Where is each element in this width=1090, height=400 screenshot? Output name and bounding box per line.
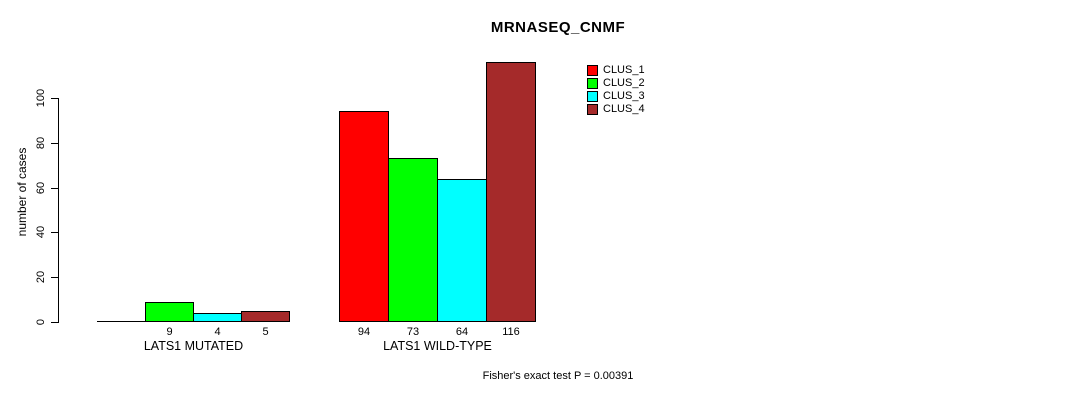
- bar-clus_2: [145, 302, 194, 322]
- y-axis-tick-label: 20: [35, 270, 47, 284]
- bar-clus_4: [241, 311, 290, 322]
- chart-title: MRNASEQ_CNMF: [490, 19, 626, 36]
- bar-value-label: 64: [455, 326, 469, 338]
- legend-label: CLUS_3: [603, 90, 645, 102]
- bar-value-label: 73: [406, 326, 420, 338]
- y-axis-tick: [51, 188, 59, 189]
- legend-label: CLUS_4: [603, 103, 645, 115]
- x-axis-group-label: LATS1 MUTATED: [143, 339, 244, 353]
- legend-item-clus_1: CLUS_1: [587, 64, 645, 77]
- bar-value-label: 94: [357, 326, 371, 338]
- bar-value-label: 4: [214, 326, 221, 338]
- y-axis-line: [58, 98, 59, 323]
- bar-clus_1: [339, 111, 389, 322]
- legend-label: CLUS_2: [603, 77, 645, 89]
- legend-swatch-icon: [587, 78, 598, 89]
- y-axis-tick-label: 0: [35, 318, 47, 326]
- y-axis-tick-label: 100: [35, 88, 47, 108]
- legend-swatch-icon: [587, 104, 598, 115]
- legend-item-clus_3: CLUS_3: [587, 90, 645, 103]
- bar-clus_2: [388, 158, 438, 322]
- bar-value-label: 9: [166, 326, 173, 338]
- bar-clus_3: [437, 179, 487, 322]
- y-axis-title: number of cases: [15, 147, 29, 237]
- fisher-test-annotation: Fisher's exact test P = 0.00391: [482, 370, 634, 382]
- legend-item-clus_2: CLUS_2: [587, 77, 645, 90]
- bar-clus_4: [486, 62, 536, 322]
- y-axis-tick: [51, 277, 59, 278]
- y-axis-tick-label: 40: [35, 225, 47, 239]
- bar-clus_1: [97, 321, 146, 322]
- y-axis-tick: [51, 143, 59, 144]
- y-axis-tick: [51, 322, 59, 323]
- legend-swatch-icon: [587, 91, 598, 102]
- y-axis-tick: [51, 98, 59, 99]
- y-axis-tick-label: 80: [35, 136, 47, 150]
- bar-clus_3: [193, 313, 242, 322]
- legend-swatch-icon: [587, 65, 598, 76]
- legend-label: CLUS_1: [603, 64, 645, 76]
- x-axis-group-label: LATS1 WILD-TYPE: [383, 339, 492, 353]
- y-axis-tick: [51, 232, 59, 233]
- legend-item-clus_4: CLUS_4: [587, 103, 645, 116]
- legend: CLUS_1 CLUS_2 CLUS_3 CLUS_4: [587, 64, 645, 116]
- bar-value-label: 116: [502, 326, 520, 338]
- bar-value-label: 5: [262, 326, 269, 338]
- y-axis-tick-label: 60: [35, 181, 47, 195]
